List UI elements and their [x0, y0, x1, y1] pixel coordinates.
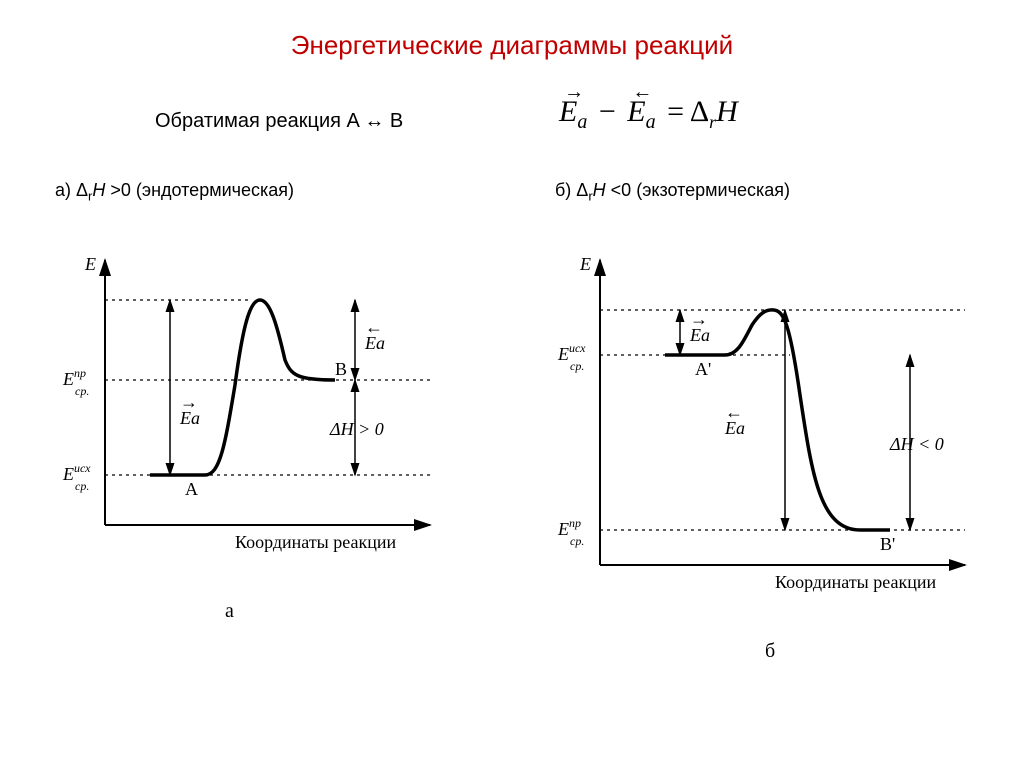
caption-b: б) ΔrH <0 (экзотермическая): [555, 180, 790, 204]
diagram-a-xlabel: Координаты реакции: [235, 532, 396, 552]
caption-a-rest: >0 (эндотермическая): [105, 180, 294, 200]
panel-b-letter: б: [765, 640, 775, 663]
diagram-b-svg: E Координаты реакции Eисхср. Eпрср. A' B…: [530, 245, 990, 625]
formula: → Ea − ← Ea = ΔrH: [555, 95, 738, 134]
ea-forward: → Ea: [559, 95, 587, 134]
diagram-a-ylabel-react: Eисхср.: [62, 461, 91, 493]
ea-reverse-sub: a: [646, 111, 656, 133]
formula-eq: =: [667, 95, 690, 128]
formula-H: H: [716, 95, 738, 128]
formula-delta: Δ: [690, 95, 709, 128]
diagram-b-ea-fwd-label: → Ea: [689, 309, 713, 345]
diagram-a-svg: E Координаты реакции Eпрср. Eисхср. A B …: [35, 245, 455, 585]
diagram-a-ea-fwd-label: → Ea: [179, 392, 203, 428]
diagram-a-point-b: B: [335, 359, 347, 379]
caption-b-prefix: б) Δ: [555, 180, 588, 200]
diagram-b-ylabel-react: Eисхср.: [557, 341, 586, 373]
diagram-b-point-a: A': [695, 359, 711, 379]
ea-forward-arrow-icon: →: [559, 81, 587, 104]
diagram-b: E Координаты реакции Eисхср. Eпрср. A' B…: [530, 245, 990, 625]
diagram-b-ea-rev-label: ← Ea: [724, 402, 748, 438]
diagram-b-point-b: B': [880, 534, 895, 554]
page-title: Энергетические диаграммы реакций: [0, 30, 1024, 61]
diagram-a-curve: [150, 300, 335, 475]
reaction-subtitle: Обратимая реакция A ↔ B: [155, 110, 403, 133]
ea-forward-sub: a: [577, 111, 587, 133]
caption-a: а) ΔrH >0 (эндотермическая): [55, 180, 294, 204]
panel-a-letter: а: [225, 600, 234, 623]
diagram-a-point-a: A: [185, 479, 198, 499]
diagram-a-ylabel: E: [84, 254, 96, 274]
diagram-b-dh-label: ΔH < 0: [889, 434, 944, 454]
ea-reverse: ← Ea: [627, 95, 655, 134]
diagram-a: E Координаты реакции Eпрср. Eисхср. A B …: [35, 245, 455, 585]
formula-minus: −: [599, 95, 623, 128]
caption-a-prefix: а) Δ: [55, 180, 88, 200]
diagram-a-ea-rev-label: ← Ea: [364, 317, 388, 353]
diagram-b-ylabel-prod: Eпрср.: [557, 516, 584, 548]
diagram-b-xlabel: Координаты реакции: [775, 572, 936, 592]
diagram-b-ylabel: E: [579, 254, 591, 274]
diagram-a-dh-label: ΔH > 0: [329, 419, 384, 439]
diagram-a-ylabel-prod: Eпрср.: [62, 366, 89, 398]
ea-reverse-arrow-icon: ←: [627, 81, 655, 104]
caption-b-rest: <0 (экзотермическая): [606, 180, 790, 200]
